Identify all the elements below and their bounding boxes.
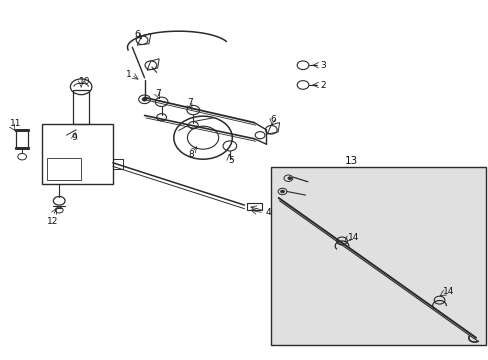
Bar — [271, 167, 485, 345]
Circle shape — [142, 98, 147, 101]
Text: 12: 12 — [47, 217, 58, 226]
Text: 5: 5 — [227, 157, 233, 166]
Circle shape — [287, 177, 291, 180]
Bar — [15, 147, 29, 149]
Bar — [16, 130, 28, 148]
Bar — [113, 159, 122, 169]
Text: 14: 14 — [347, 233, 359, 242]
Text: 1: 1 — [126, 71, 131, 80]
Text: 9: 9 — [71, 133, 77, 142]
Text: 11: 11 — [9, 119, 21, 128]
Text: 10: 10 — [79, 77, 90, 86]
Bar — [42, 125, 113, 184]
Text: 6: 6 — [270, 115, 276, 124]
Bar — [15, 129, 29, 131]
Text: 3: 3 — [320, 61, 325, 70]
Text: 4: 4 — [265, 208, 270, 217]
Bar — [246, 203, 261, 211]
Circle shape — [280, 190, 284, 193]
Text: 7: 7 — [155, 89, 161, 98]
Bar — [73, 90, 89, 125]
Text: 2: 2 — [320, 81, 325, 90]
Bar — [47, 158, 81, 180]
Text: 14: 14 — [443, 287, 454, 296]
Text: 8: 8 — [188, 150, 194, 159]
Text: 13: 13 — [344, 156, 357, 166]
Text: 6: 6 — [134, 30, 140, 39]
Text: 7: 7 — [186, 98, 192, 107]
